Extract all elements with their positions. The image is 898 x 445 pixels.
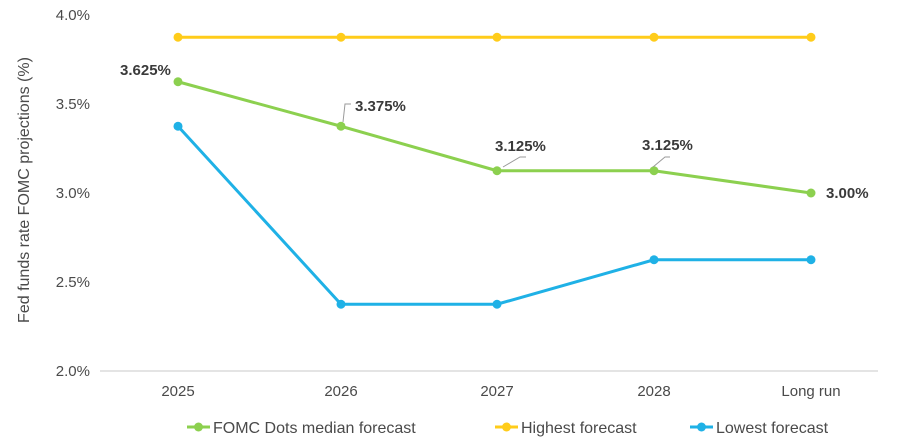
legend-item: Highest forecast — [495, 420, 637, 437]
data-point — [806, 255, 816, 265]
series-group — [173, 32, 816, 309]
label-leader-line — [502, 156, 526, 168]
legend-item: Lowest forecast — [690, 420, 829, 437]
legend-swatch-marker — [194, 422, 203, 432]
x-tick-label: 2026 — [324, 383, 357, 400]
data-point — [173, 77, 183, 87]
y-axis-title-group: Fed funds rate FOMC projections (%) — [16, 57, 33, 323]
data-point — [649, 166, 659, 176]
data-point — [336, 32, 346, 42]
x-tick-label: 2027 — [480, 383, 513, 400]
y-tick-label: 2.5% — [56, 274, 90, 291]
x-axis-ticks: 2025 2026 2027 2028 Long run — [161, 383, 840, 400]
legend-label: Lowest forecast — [716, 420, 829, 437]
data-label: 3.375% — [355, 98, 406, 115]
legend-swatch-marker — [502, 422, 511, 432]
x-tick-label: 2028 — [637, 383, 670, 400]
x-tick-label: Long run — [781, 383, 840, 400]
series-highest-forecast — [173, 32, 816, 42]
data-point — [492, 32, 502, 42]
data-point — [649, 32, 659, 42]
data-point — [173, 121, 183, 131]
label-leader-line — [342, 103, 351, 123]
data-point — [492, 299, 502, 309]
legend-swatch-marker — [697, 422, 706, 432]
data-label: 3.125% — [642, 137, 693, 154]
label-leader-line — [652, 156, 670, 168]
y-tick-label: 3.5% — [56, 96, 90, 113]
data-label: 3.625% — [120, 62, 171, 79]
legend-label: FOMC Dots median forecast — [213, 420, 416, 437]
series-fomc-dots-median-forecast — [173, 77, 816, 198]
data-point — [336, 121, 346, 131]
data-label: 3.00% — [826, 185, 869, 202]
data-point — [173, 32, 183, 42]
data-point — [492, 166, 502, 176]
y-axis-ticks: 2.0% 2.5% 3.0% 3.5% 4.0% — [56, 7, 90, 380]
data-label: 3.125% — [495, 138, 546, 155]
data-labels-group: 3.625% 3.375% 3.125% 3.125% 3.00% — [120, 62, 869, 202]
legend-label: Highest forecast — [521, 420, 637, 437]
y-axis-title: Fed funds rate FOMC projections (%) — [16, 57, 33, 323]
series-lowest-forecast — [173, 121, 816, 309]
y-tick-label: 3.0% — [56, 185, 90, 202]
legend-item: FOMC Dots median forecast — [187, 420, 416, 437]
x-tick-label: 2025 — [161, 383, 194, 400]
y-tick-label: 4.0% — [56, 7, 90, 24]
legend: FOMC Dots median forecast Highest forecas… — [187, 420, 829, 437]
data-point — [649, 255, 659, 265]
y-tick-label: 2.0% — [56, 363, 90, 380]
data-point — [806, 188, 816, 198]
data-point — [806, 32, 816, 42]
data-point — [336, 299, 346, 309]
